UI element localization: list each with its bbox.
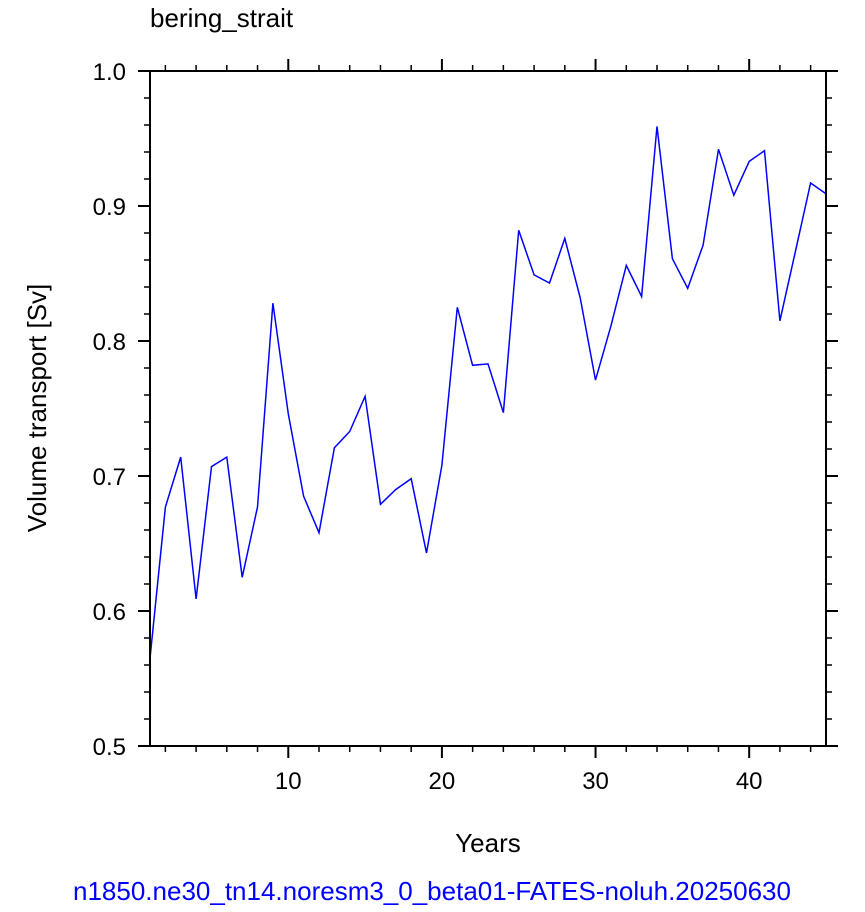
chart-title: bering_strait xyxy=(150,3,294,33)
x-tick-label: 40 xyxy=(736,768,763,795)
x-axis-label: Years xyxy=(455,828,521,858)
y-axis-label: Volume transport [Sv] xyxy=(22,284,52,533)
y-axis-ticks: 0.5 0.6 0.7 0.8 0.9 1.0 xyxy=(93,59,838,761)
x-axis-ticks: 10 20 30 40 xyxy=(164,59,812,795)
y-tick-label: 0.8 xyxy=(93,329,126,356)
series-line xyxy=(149,126,827,659)
x-tick-label: 30 xyxy=(582,768,609,795)
caption: n1850.ne30_tn14.noresm3_0_beta01-FATES-n… xyxy=(73,876,791,906)
y-tick-label: 0.7 xyxy=(93,464,126,491)
y-tick-label: 0.6 xyxy=(93,599,126,626)
plot-frame xyxy=(149,70,827,747)
x-tick-label: 20 xyxy=(429,768,456,795)
y-tick-label: 0.5 xyxy=(93,734,126,761)
x-tick-label: 10 xyxy=(275,768,302,795)
y-tick-label: 0.9 xyxy=(93,194,126,221)
y-tick-label: 1.0 xyxy=(93,59,126,86)
series-layer xyxy=(149,126,827,659)
